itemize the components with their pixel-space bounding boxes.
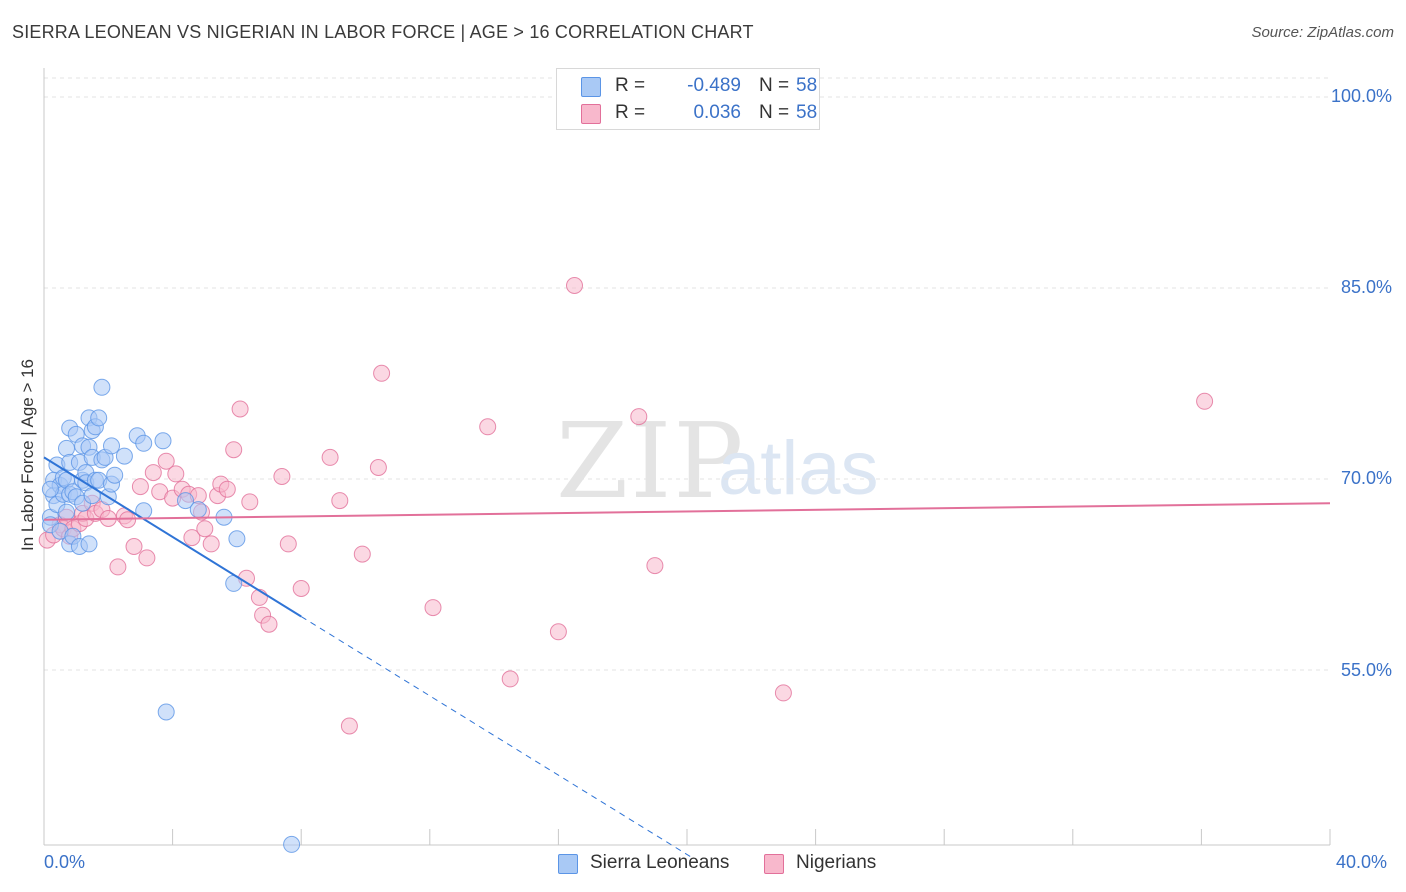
data-points — [38, 277, 1214, 853]
sierra-leonean-point-49 — [154, 432, 172, 450]
nigerian-point-43 — [279, 535, 297, 553]
nigerian-point-57 — [646, 557, 664, 575]
nigerian-point-58 — [774, 684, 792, 702]
r-label: R = — [615, 75, 646, 96]
x-tick-label-max: 40.0% — [1336, 852, 1388, 872]
nigerian-point-17 — [125, 538, 143, 555]
nigerian-point-36 — [231, 400, 249, 418]
y-tick-label-85: 85.0% — [1340, 277, 1392, 297]
source-label: Source: ZipAtlas.com — [1251, 24, 1394, 41]
chart-title: SIERRA LEONEAN VS NIGERIAN IN LABOR FORC… — [12, 22, 754, 42]
n-value: 58 — [796, 75, 818, 96]
sierra-leonean-point-39 — [93, 378, 111, 396]
nigerian-point-52 — [479, 418, 497, 436]
sierra-leonean-point-44 — [106, 466, 124, 484]
sierra-leonean-point-48 — [135, 434, 153, 452]
nigerian-point-59 — [1196, 392, 1214, 410]
sierra-leonean-point-50 — [177, 492, 194, 510]
n-label: N = — [759, 75, 790, 96]
r-label: R = — [615, 102, 646, 123]
nigerian-point-20 — [144, 464, 162, 482]
nigerian-point-51 — [424, 599, 442, 617]
y-tick-label-70: 70.0% — [1340, 468, 1392, 488]
stats-swatch-pink — [581, 104, 601, 124]
nigerian-point-31 — [202, 535, 220, 553]
nigerian-point-24 — [167, 465, 185, 483]
nigerian-point-44 — [292, 580, 310, 597]
nigerian-point-49 — [373, 364, 391, 382]
nigerian-point-48 — [353, 545, 371, 563]
nigerian-point-19 — [138, 549, 156, 567]
axes — [43, 68, 1331, 846]
x-tick-label-min: 0.0% — [44, 852, 86, 872]
nigerian-point-45 — [321, 448, 339, 466]
y-axis-label: In Labor Force | Age > 16 — [18, 358, 37, 552]
watermark-zip: ZIP — [556, 400, 746, 522]
r-value: -0.489 — [687, 75, 741, 96]
legend-swatch-blue — [558, 854, 578, 874]
nigerian-point-38 — [241, 493, 259, 511]
sierra-leonean-point-45 — [115, 447, 133, 465]
watermark-atlas: atlas — [718, 426, 879, 511]
sierra-leonean-point-57 — [41, 480, 59, 498]
sierra-leonean-point-10 — [58, 439, 75, 457]
sierra-leonean-point-55 — [157, 703, 175, 721]
nigerian-point-34 — [218, 480, 236, 498]
sierra-leonean-point-56 — [283, 835, 301, 853]
nigerian-point-22 — [157, 452, 175, 470]
sierra-leonean-point-43 — [103, 437, 120, 455]
trend-lines — [43, 456, 1331, 859]
legend-swatch-pink — [764, 854, 784, 874]
sierra-leonean-point-53 — [228, 530, 246, 548]
nigerian-point-56 — [630, 408, 648, 426]
sierra-leonean-point-51 — [189, 501, 207, 519]
y-tick-label-55: 55.0% — [1340, 660, 1392, 680]
nigerian-point-30 — [196, 520, 214, 538]
sierra-leonean-trend-line — [43, 456, 302, 618]
nigerian-point-46 — [331, 492, 349, 510]
legend-label: Nigerians — [796, 852, 877, 873]
nigerian-point-35 — [225, 441, 243, 459]
nigerian-point-18 — [131, 478, 149, 496]
nigerian-point-42 — [273, 468, 291, 485]
nigerian-point-54 — [549, 623, 567, 641]
nigerian-point-14 — [109, 558, 127, 576]
legend-label: Sierra Leoneans — [590, 852, 730, 873]
nigerian-point-55 — [566, 277, 583, 294]
nigerian-point-53 — [501, 670, 519, 688]
nigerian-trend-line — [43, 502, 1331, 521]
nigerian-point-27 — [183, 529, 201, 547]
stats-swatch-blue — [581, 77, 601, 97]
nigerian-point-41 — [260, 615, 278, 633]
n-value: 58 — [796, 102, 818, 123]
sierra-leonean-point-32 — [80, 535, 98, 553]
n-label: N = — [759, 102, 790, 123]
nigerian-point-50 — [369, 459, 387, 476]
nigerian-point-47 — [340, 717, 358, 735]
r-value: 0.036 — [693, 102, 741, 123]
correlation-stats-box: R = -0.489 N = 58 R = 0.036 N = 58 — [556, 68, 820, 130]
y-tick-label-100: 100.0% — [1330, 86, 1392, 106]
sierra-leonean-point-12 — [58, 503, 75, 521]
sierra-leonean-trend-extension — [300, 616, 694, 859]
sierra-leonean-point-36 — [90, 409, 108, 427]
